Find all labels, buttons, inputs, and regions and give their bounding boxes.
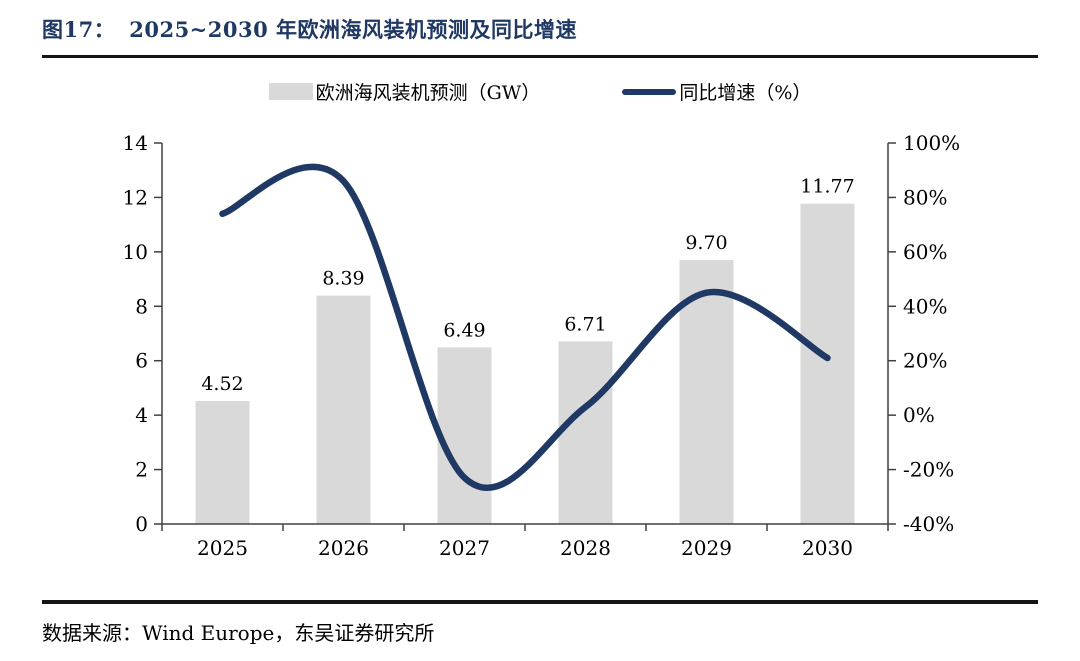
figure-number: 图17： <box>42 17 116 42</box>
legend-label-bars: 欧洲海风装机预测（GW） <box>315 82 541 104</box>
x-category-label: 2029 <box>681 536 732 560</box>
footer-divider <box>42 600 1038 604</box>
bar-2026 <box>316 295 371 524</box>
left-tick-label: 0 <box>135 512 148 536</box>
bar-2025 <box>195 400 250 524</box>
legend-item-bars: 欧洲海风装机预测（GW） <box>268 78 541 105</box>
right-tick-label: 80% <box>903 185 947 209</box>
bar-2027 <box>437 347 492 524</box>
x-category-label: 2028 <box>560 536 611 560</box>
left-tick-label: 4 <box>135 403 148 427</box>
legend-item-line: 同比增速（%） <box>622 78 811 105</box>
title-divider <box>42 55 1038 58</box>
right-tick-label: -40% <box>903 512 954 536</box>
bar-value-label: 6.71 <box>564 313 606 335</box>
right-tick-label: -20% <box>903 458 954 482</box>
x-category-label: 2026 <box>318 536 369 560</box>
x-category-label: 2030 <box>802 536 853 560</box>
bar-swatch-icon <box>268 83 313 100</box>
bar-2030 <box>800 203 855 524</box>
left-tick-label: 14 <box>123 131 148 155</box>
legend-label-line: 同比增速（%） <box>679 82 812 104</box>
growth-line <box>219 163 831 491</box>
bar-value-label: 9.70 <box>685 232 727 254</box>
bar-value-label: 4.52 <box>201 373 243 395</box>
right-tick-label: 0% <box>903 403 935 427</box>
x-category-label: 2027 <box>439 536 490 560</box>
left-tick-label: 6 <box>135 349 148 373</box>
data-source: 数据来源：Wind Europe，东吴证券研究所 <box>42 621 435 645</box>
bar-value-label: 11.77 <box>800 176 854 198</box>
figure-title: 2025~2030 年欧洲海风装机预测及同比增速 <box>129 17 578 42</box>
bar-value-label: 8.39 <box>322 268 364 290</box>
x-category-label: 2025 <box>197 536 248 560</box>
figure-title-row: 图17： 2025~2030 年欧洲海风装机预测及同比增速 <box>42 14 577 44</box>
right-tick-label: 100% <box>903 131 960 155</box>
bar-value-label: 6.49 <box>443 319 485 341</box>
chart-legend: 欧洲海风装机预测（GW） 同比增速（%） <box>0 78 1080 105</box>
right-tick-label: 40% <box>903 294 947 318</box>
left-tick-label: 2 <box>135 458 148 482</box>
left-tick-label: 12 <box>123 185 148 209</box>
left-tick-label: 10 <box>123 240 148 264</box>
right-tick-label: 60% <box>903 240 947 264</box>
bar-2028 <box>558 341 613 524</box>
line-swatch-icon <box>622 88 677 95</box>
left-tick-label: 8 <box>135 294 148 318</box>
right-tick-label: 20% <box>903 349 947 373</box>
